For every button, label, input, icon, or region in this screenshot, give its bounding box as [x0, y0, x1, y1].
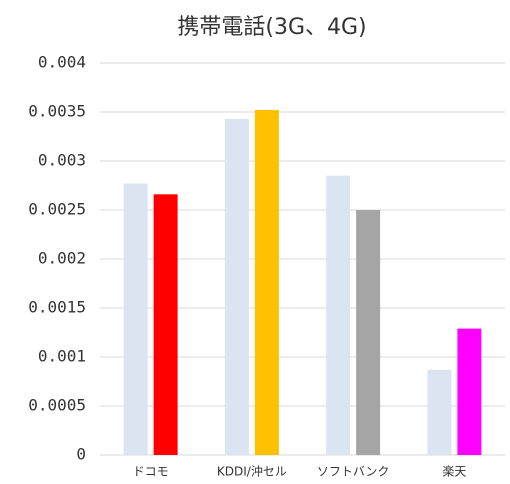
bar — [457, 328, 482, 455]
y-tick-label: 0.0035 — [28, 102, 86, 121]
y-tick-label: 0.0005 — [28, 396, 86, 415]
bar — [356, 210, 381, 455]
x-tick-label: KDDI/沖セル — [217, 465, 287, 479]
y-tick-label: 0.0025 — [28, 200, 86, 219]
x-tick-label: ドコモ — [133, 465, 169, 479]
y-tick-label: 0.002 — [38, 249, 86, 268]
bar — [427, 369, 452, 455]
y-tick-label: 0.003 — [38, 151, 86, 170]
x-tick-label: 楽天 — [442, 465, 466, 479]
bar — [153, 194, 178, 455]
bar — [254, 110, 279, 455]
bar — [326, 175, 351, 455]
bar — [224, 118, 249, 456]
y-tick-label: 0 — [76, 445, 86, 464]
y-tick-label: 0.0015 — [28, 298, 86, 317]
y-tick-label: 0.001 — [38, 347, 86, 366]
chart-title: 携帯電話(3G、4G) — [177, 15, 366, 40]
y-tick-label: 0.004 — [38, 53, 86, 72]
x-tick-label: ソフトバンク — [317, 465, 390, 479]
bar — [123, 183, 148, 456]
